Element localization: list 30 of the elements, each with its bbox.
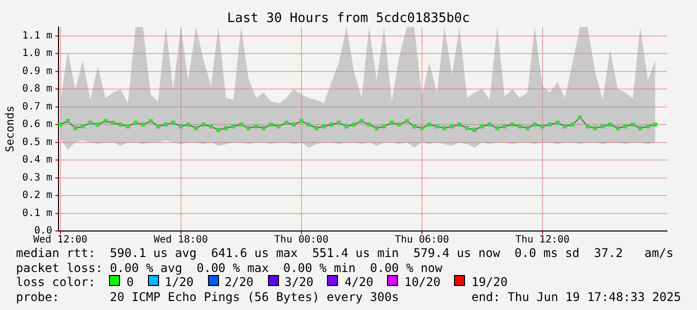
y-tick-label: 1.0 m — [22, 48, 52, 60]
x-tick-label: Wed 12:00 — [33, 234, 88, 246]
y-tick-label: 0.6 m — [22, 119, 52, 130]
text: end: Thu Jun 19 17:48:33 2025 — [471, 290, 681, 304]
y-tick-label: 0.7 m — [22, 101, 52, 112]
y-tick-label: 0.8 m — [22, 84, 52, 95]
legend-label: 10/20 — [404, 275, 440, 290]
legend-label: 1/20 — [164, 275, 194, 290]
x-tick-label: Thu 12:00 — [515, 234, 570, 246]
x-tick-label: Thu 00:00 — [274, 234, 328, 246]
legend-title: loss color: — [16, 275, 96, 290]
legend-label: 19/20 — [471, 275, 508, 290]
y-tick-label: 0.4 m — [22, 154, 52, 166]
text: probe: 20 ICMP Echo Pings (56 Bytes) every 300s — [16, 290, 399, 304]
legend-label: 0 — [126, 275, 134, 290]
x-tick-label: Wed 18:00 — [154, 234, 208, 246]
y-tick-label: 1.1 m — [22, 30, 52, 42]
y-tick-label: 0.9 m — [22, 66, 52, 77]
chart-title: Last 30 Hours from 5cdc01835b0c — [226, 11, 471, 26]
text: packet loss: 0.00 % avg 0.00 % max 0.00 % min 0.00 % now — [16, 260, 442, 275]
y-tick-label: 0.1 m — [22, 208, 52, 219]
legend-label: 4/20 — [344, 275, 374, 290]
y-tick-label: 0.3 m — [22, 172, 52, 184]
legend-label: 3/20 — [284, 275, 314, 290]
text: median rtt: 590.1 us avg 641.6 us max 551.4 us min 579.4 us now 0.0 ms sd 37.2 am/s — [16, 246, 674, 260]
y-tick-label: 0.2 m — [22, 190, 52, 202]
y-axis-title: Seconds — [3, 106, 16, 152]
legend-label: 2/20 — [224, 275, 254, 290]
y-tick-label: 0.5 m — [22, 136, 52, 148]
x-tick-label: Thu 06:00 — [394, 234, 450, 246]
